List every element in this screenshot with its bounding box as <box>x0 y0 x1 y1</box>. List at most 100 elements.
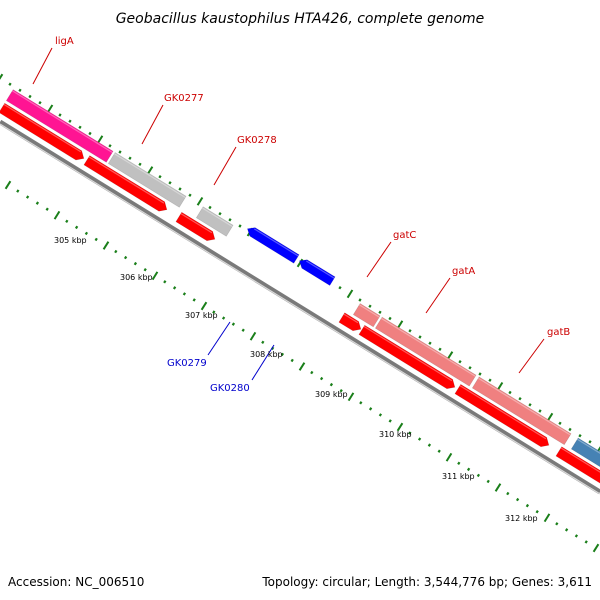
gene-bar-gatB[interactable] <box>471 376 572 446</box>
upper-tick-mark <box>118 150 122 154</box>
gene-label-gatC[interactable]: gatC <box>393 230 416 241</box>
backbone-highlight <box>0 123 600 495</box>
leader-gatB <box>518 338 545 374</box>
lower-tick-mark <box>270 346 275 351</box>
gene-bar-gatA[interactable] <box>374 316 477 387</box>
gene-bar-GK0277-sheen <box>113 153 186 199</box>
lower-tick-mark <box>427 443 432 447</box>
gene-bar-ligA-sheen <box>11 90 113 154</box>
upper-tick-mark <box>138 162 142 166</box>
lower-tick-mark <box>65 219 69 223</box>
lower-tick-mark <box>200 301 208 311</box>
genome-backbone <box>0 119 600 495</box>
leader-GK0278 <box>213 146 237 186</box>
upper-tick-mark <box>408 329 412 333</box>
cds-arrow-gatA[interactable] <box>358 324 456 390</box>
gene-bar-gatC-sheen <box>358 304 380 318</box>
lower-tick-mark <box>339 389 343 393</box>
lower-tick-mark <box>102 241 110 250</box>
lower-tick-mark <box>4 180 12 190</box>
lower-tick-mark <box>574 534 579 538</box>
lower-tick-mark <box>133 261 138 266</box>
lower-tick-mark <box>584 540 588 544</box>
lower-tick-mark <box>543 513 551 523</box>
cds-arrow-gatC[interactable] <box>338 312 362 332</box>
upper-tick-mark <box>358 298 362 302</box>
gene-label-GK0277[interactable]: GK0277 <box>164 93 204 104</box>
cds-arrow-GK0279-sheen <box>253 228 299 257</box>
cds-arrow-next-sheen <box>560 447 600 473</box>
lower-tick-mark <box>241 328 245 332</box>
cds-arrow-GK0278[interactable] <box>175 211 216 242</box>
lower-tick-mark <box>84 231 89 236</box>
lower-tick-mark <box>221 316 226 320</box>
lower-tick-mark <box>261 340 265 344</box>
lower-tick-mark <box>368 407 373 411</box>
lower-tick-mark <box>25 195 30 199</box>
upper-tick-mark <box>418 335 422 339</box>
upper-tick-mark <box>296 258 304 268</box>
gene-bar-GK0277[interactable] <box>107 152 187 208</box>
tick-label-311: 311 kbp <box>442 472 475 481</box>
tick-label-307: 307 kbp <box>185 311 218 320</box>
lower-tick-mark <box>182 292 187 296</box>
cds-arrow-GK0278-sheen <box>180 213 213 234</box>
upper-tick-mark <box>158 175 162 179</box>
upper-tick-mark <box>196 196 204 206</box>
lower-tick-mark <box>53 210 61 220</box>
cds-arrow-GK0277[interactable] <box>83 155 168 212</box>
upper-tick-mark <box>88 131 92 136</box>
cds-arrow-gatB[interactable] <box>454 383 550 448</box>
lower-tick-mark <box>192 298 196 302</box>
gene-label-gatA[interactable]: gatA <box>452 266 475 277</box>
gene-bar-GK0278[interactable] <box>195 206 234 237</box>
gene-bar-ligA[interactable] <box>5 89 114 163</box>
lower-tick-mark <box>388 419 392 423</box>
upper-tick-mark <box>18 88 22 92</box>
cds-arrow-next[interactable] <box>555 446 600 498</box>
gene-label-GK0280[interactable]: GK0280 <box>210 383 250 394</box>
gene-label-GK0278[interactable]: GK0278 <box>237 135 277 146</box>
tick-label-305: 305 kbp <box>54 236 87 245</box>
upper-tick-mark <box>488 378 492 382</box>
lower-tick-mark <box>494 483 502 492</box>
lower-tick-mark <box>535 510 539 514</box>
lower-tick-mark <box>592 543 600 553</box>
cds-arrow-ligA[interactable] <box>0 102 85 161</box>
cds-arrow-GK0280[interactable] <box>299 259 336 286</box>
tick-label-310: 310 kbp <box>379 430 412 439</box>
gene-label-ligA[interactable]: ligA <box>55 36 74 47</box>
leader-GK0277 <box>141 104 164 145</box>
upper-tick-mark <box>28 94 32 99</box>
leader-ligA <box>32 47 53 85</box>
gene-bar-next[interactable] <box>570 437 600 486</box>
upper-tick-mark <box>68 119 72 123</box>
lower-tick-mark <box>163 280 167 284</box>
tick-label-309: 309 kbp <box>315 390 348 399</box>
upper-tick-mark <box>558 421 562 425</box>
accession-text: Accession: NC_006510 <box>8 575 144 589</box>
lower-tick-mark <box>16 189 20 193</box>
gene-label-gatB[interactable]: gatB <box>547 327 570 338</box>
upper-tick-mark <box>0 73 4 80</box>
upper-tick-mark <box>228 218 232 222</box>
lower-tick-mark <box>45 207 49 211</box>
cds-arrow-GK0279[interactable] <box>247 227 300 264</box>
upper-tick-mark <box>438 347 442 351</box>
lower-tick-mark <box>476 473 481 478</box>
lower-tick-mark <box>143 268 147 272</box>
lower-tick-mark <box>114 249 118 254</box>
upper-tick-mark <box>178 187 182 191</box>
upper-tick-mark <box>588 440 592 444</box>
cds-arrow-gatC-sheen <box>343 313 359 324</box>
upper-tick-mark <box>346 289 354 299</box>
lower-tick-mark <box>310 370 314 375</box>
upper-tick-mark <box>128 156 132 160</box>
gene-bar-gatC[interactable] <box>352 303 381 328</box>
lower-tick-mark <box>486 479 490 484</box>
lower-tick-mark <box>290 358 294 363</box>
upper-tick-mark <box>208 205 212 210</box>
gene-label-GK0279[interactable]: GK0279 <box>167 358 207 369</box>
upper-tick-mark <box>568 427 572 432</box>
